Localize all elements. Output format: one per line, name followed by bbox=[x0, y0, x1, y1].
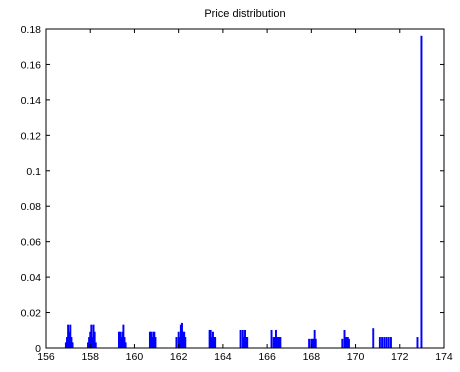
bar bbox=[341, 338, 344, 349]
bar bbox=[314, 338, 317, 349]
chart-title: Price distribution bbox=[204, 8, 285, 20]
bar bbox=[175, 337, 178, 349]
x-tick-label: 174 bbox=[435, 351, 453, 363]
y-tick-label: 0.16 bbox=[21, 59, 42, 71]
bar bbox=[94, 342, 97, 349]
axes-box bbox=[45, 28, 445, 349]
bar bbox=[387, 337, 390, 349]
bar bbox=[372, 328, 375, 349]
x-tick-label: 164 bbox=[214, 351, 232, 363]
y-tick-label: 0.02 bbox=[21, 308, 42, 320]
bar bbox=[239, 329, 242, 349]
bar bbox=[214, 337, 217, 349]
y-tick-label: 0.14 bbox=[21, 95, 42, 107]
y-tick-label: 0.04 bbox=[21, 272, 42, 284]
plot-area bbox=[46, 29, 444, 348]
y-tick-label: 0.08 bbox=[21, 201, 42, 213]
bar bbox=[389, 337, 392, 349]
bar bbox=[71, 342, 74, 349]
bar bbox=[308, 338, 311, 349]
bar bbox=[279, 337, 282, 349]
x-tick-label: 156 bbox=[37, 351, 55, 363]
bar bbox=[385, 337, 388, 349]
x-tick-label: 168 bbox=[303, 351, 321, 363]
y-tick-label: 0.12 bbox=[21, 130, 42, 142]
x-tick-label: 162 bbox=[170, 351, 188, 363]
bar bbox=[420, 35, 423, 349]
x-tick-label: 172 bbox=[391, 351, 409, 363]
bar bbox=[378, 337, 381, 349]
axes-group: 156 158 160 162 164 166 168 170 172 174 0 0.02 0.04 0… bbox=[21, 24, 453, 363]
bar bbox=[246, 337, 249, 349]
bar bbox=[124, 342, 127, 349]
bar bbox=[416, 337, 419, 349]
bar bbox=[347, 338, 350, 349]
bar bbox=[154, 337, 157, 349]
y-tick-label: 0.06 bbox=[21, 237, 42, 249]
x-tick-label: 160 bbox=[126, 351, 144, 363]
x-tick-label: 166 bbox=[258, 351, 276, 363]
x-tick-label: 158 bbox=[81, 351, 99, 363]
bar bbox=[270, 329, 273, 349]
bar bbox=[383, 337, 386, 349]
y-tick-label: 0 bbox=[35, 343, 41, 355]
y-tick-label: 0.18 bbox=[21, 24, 42, 36]
bar bbox=[184, 337, 187, 349]
y-tick-label: 0.1 bbox=[26, 166, 41, 178]
bar bbox=[381, 337, 384, 349]
x-tick-label: 170 bbox=[347, 351, 365, 363]
